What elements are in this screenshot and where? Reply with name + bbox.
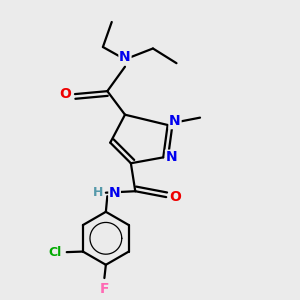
Text: H: H (92, 186, 103, 199)
Text: O: O (170, 190, 182, 204)
Text: Cl: Cl (48, 246, 62, 259)
Text: N: N (109, 186, 120, 200)
Text: N: N (169, 115, 181, 128)
Text: N: N (166, 150, 177, 164)
Text: N: N (119, 50, 131, 64)
Text: F: F (100, 282, 109, 296)
Text: O: O (59, 87, 71, 101)
